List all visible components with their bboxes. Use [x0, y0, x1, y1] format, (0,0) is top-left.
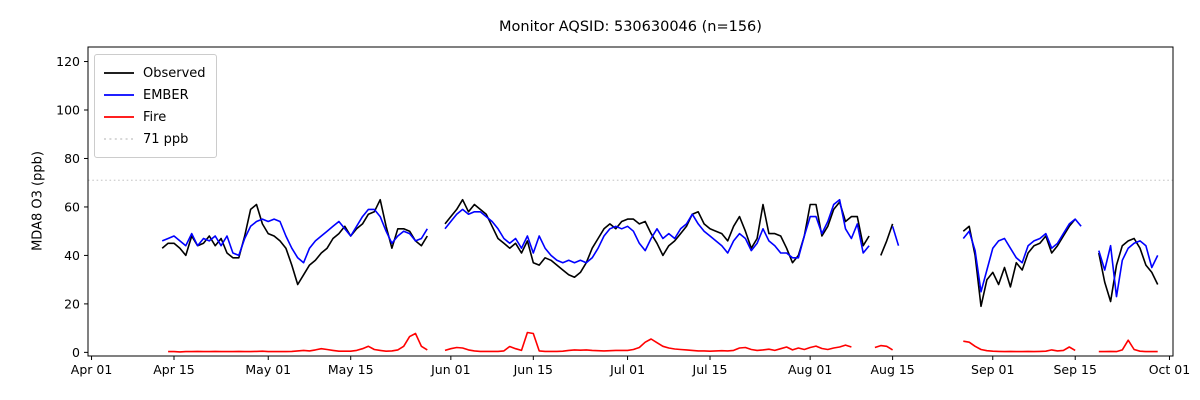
- legend-item-fire: Fire: [104, 106, 206, 128]
- svg-text:Apr 01: Apr 01: [71, 362, 113, 377]
- legend-label-ember: EMBER: [143, 87, 189, 103]
- axes-box: [87, 46, 1174, 357]
- series-ember-line: [161, 198, 1159, 298]
- svg-text:Jun 15: Jun 15: [513, 362, 553, 377]
- legend-item-ember: EMBER: [104, 84, 206, 106]
- svg-text:May 15: May 15: [328, 362, 374, 377]
- svg-text:80: 80: [64, 151, 80, 166]
- legend-line-threshold-icon: [104, 138, 134, 140]
- legend-label-fire: Fire: [143, 109, 167, 125]
- legend-line-fire-icon: [104, 116, 134, 118]
- svg-text:Aug 01: Aug 01: [788, 362, 832, 377]
- y-axis-ticks: 0 20 40 60 80 100 120: [56, 54, 88, 360]
- x-axis-ticks: Apr 01 Apr 15 May 01 May 15 Jun 01 Jun 15 Jul …: [71, 356, 1190, 377]
- svg-text:Jul 15: Jul 15: [692, 362, 728, 377]
- series-fire-line: [168, 331, 1158, 353]
- svg-text:Apr 15: Apr 15: [153, 362, 195, 377]
- series-observed-line: [161, 198, 1159, 308]
- chart-title: Monitor AQSID: 530630046 (n=156): [499, 19, 762, 35]
- legend-item-observed: Observed: [104, 62, 206, 84]
- svg-text:20: 20: [64, 296, 80, 311]
- legend-item-threshold: 71 ppb: [104, 128, 206, 150]
- legend-label-threshold: 71 ppb: [143, 131, 189, 147]
- svg-text:100: 100: [56, 103, 80, 118]
- svg-text:40: 40: [64, 248, 80, 263]
- svg-text:May 01: May 01: [245, 362, 291, 377]
- svg-text:Jun 01: Jun 01: [430, 362, 470, 377]
- svg-text:Sep 15: Sep 15: [1053, 362, 1096, 377]
- legend-label-observed: Observed: [143, 65, 206, 81]
- svg-text:120: 120: [56, 54, 80, 69]
- svg-text:Sep 01: Sep 01: [971, 362, 1014, 377]
- svg-text:Jul 01: Jul 01: [609, 362, 645, 377]
- svg-text:60: 60: [64, 199, 80, 214]
- legend-line-ember-icon: [104, 94, 134, 96]
- svg-text:Oct 01: Oct 01: [1149, 362, 1191, 377]
- legend-line-observed-icon: [104, 72, 134, 74]
- legend: Observed EMBER Fire 71 ppb: [94, 54, 217, 158]
- svg-text:Aug 15: Aug 15: [870, 362, 914, 377]
- svg-text:0: 0: [72, 345, 80, 360]
